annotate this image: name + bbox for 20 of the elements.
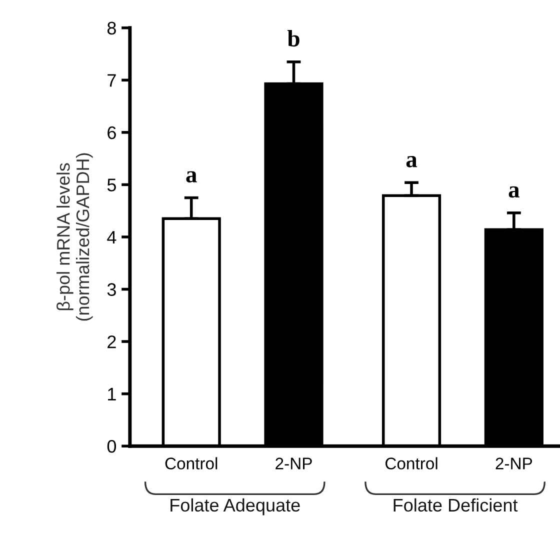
y-tick-label: 0 [107,440,116,453]
y-axis-title: β-pol mRNA levels (normalized/GAPDH) [56,153,93,321]
x-tick-label: Control [386,457,438,470]
data-label: a [508,186,520,198]
text: Folate Deficient [394,498,518,512]
y-tick-label: 1 [108,388,116,400]
x-tick-label: 2-NP [276,458,312,470]
data-label: a [406,156,418,168]
y-tick-label: 3 [107,283,116,296]
y-tick-label: 6 [108,126,116,140]
y-tick-label: 5 [107,178,116,192]
y-tick-label: 4 [107,231,116,244]
x-tick-label: Control [165,457,218,470]
y-tick-label: 2 [108,335,116,348]
x-tick-label: 2-NP [496,458,532,470]
data-label: a [186,171,197,182]
text: Folate Adequate [170,498,300,516]
y-tick-label: 8 [107,22,116,35]
data-label: b [287,30,300,47]
y-tick-label: 7 [108,74,116,87]
